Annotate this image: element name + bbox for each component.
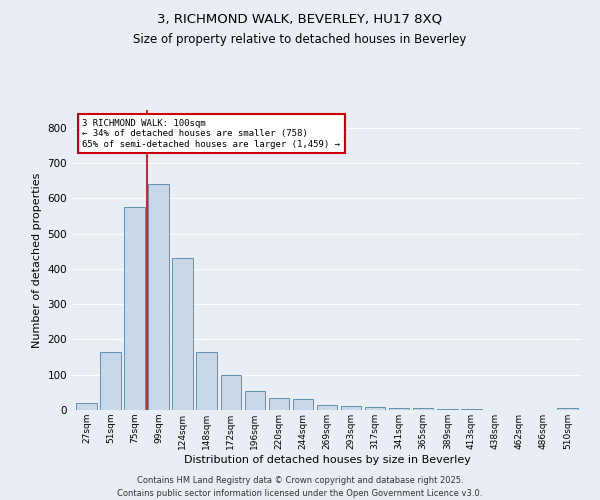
X-axis label: Distribution of detached houses by size in Beverley: Distribution of detached houses by size …: [184, 454, 470, 464]
Bar: [413, 408, 433, 410]
Text: Size of property relative to detached houses in Beverley: Size of property relative to detached ho…: [133, 32, 467, 46]
Bar: [221, 374, 241, 410]
Text: Contains HM Land Registry data © Crown copyright and database right 2025.
Contai: Contains HM Land Registry data © Crown c…: [118, 476, 482, 498]
Bar: [293, 400, 313, 410]
Bar: [245, 390, 265, 410]
Bar: [76, 403, 97, 410]
Text: 3 RICHMOND WALK: 100sqm
← 34% of detached houses are smaller (758)
65% of semi-d: 3 RICHMOND WALK: 100sqm ← 34% of detache…: [82, 119, 340, 149]
Bar: [557, 408, 578, 410]
Bar: [317, 404, 337, 410]
Text: 3, RICHMOND WALK, BEVERLEY, HU17 8XQ: 3, RICHMOND WALK, BEVERLEY, HU17 8XQ: [157, 12, 443, 26]
Bar: [437, 409, 458, 410]
Y-axis label: Number of detached properties: Number of detached properties: [32, 172, 42, 348]
Bar: [124, 207, 145, 410]
Bar: [269, 398, 289, 410]
Bar: [365, 407, 385, 410]
Bar: [172, 258, 193, 410]
Bar: [148, 184, 169, 410]
Bar: [341, 406, 361, 410]
Bar: [196, 352, 217, 410]
Bar: [389, 408, 409, 410]
Bar: [100, 352, 121, 410]
